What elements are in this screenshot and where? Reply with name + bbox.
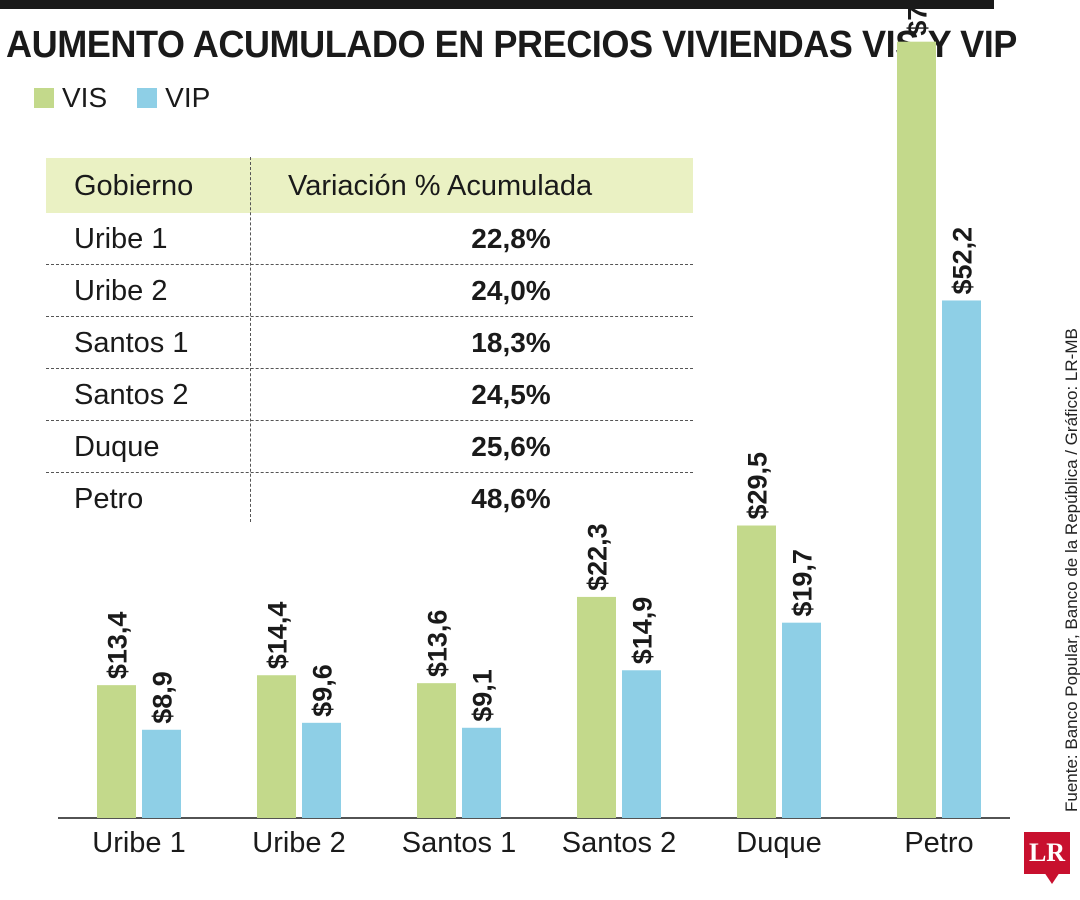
row-variacion: 24,5% <box>471 379 551 410</box>
data-label-vip: $14,9 <box>628 597 658 665</box>
data-label-vis: $78,3 <box>903 0 933 36</box>
legend-item-vip: VIP <box>137 82 210 114</box>
data-label-vis: $22,3 <box>583 523 613 591</box>
data-label-vis: $13,4 <box>103 612 133 680</box>
bar-vip-uribe-2 <box>302 722 341 818</box>
table-row: Petro 48,6% <box>46 473 693 524</box>
table-row: Uribe 1 22,8% <box>46 213 693 265</box>
x-tick-label: Santos 1 <box>402 827 516 859</box>
bar-vip-duque <box>782 622 821 818</box>
bar-vis-santos-1 <box>417 683 456 818</box>
source-note: Fuente: Banco Popular, Banco de la Repúb… <box>1062 328 1080 812</box>
legend: VIS VIP <box>34 82 240 114</box>
lr-logo: LR <box>1024 832 1070 874</box>
bar-vis-petro <box>897 41 936 819</box>
data-label-vis: $14,4 <box>263 602 293 670</box>
bar-vis-uribe-1 <box>97 685 136 818</box>
header-variacion: Variación % Acumulada <box>288 170 593 202</box>
bar-vis-uribe-2 <box>257 675 296 818</box>
data-label-vip: $9,1 <box>468 669 498 722</box>
x-tick-label: Petro <box>904 827 973 859</box>
bar-vip-uribe-1 <box>142 729 181 818</box>
table-header: Gobierno Variación % Acumulada <box>46 158 693 213</box>
bar-vip-santos-2 <box>622 670 661 818</box>
row-variacion: 25,6% <box>471 431 551 462</box>
lr-logo-tail <box>1044 872 1060 884</box>
lr-logo-text: LR <box>1028 838 1066 867</box>
row-gobierno: Uribe 1 <box>74 223 168 255</box>
chart-title: AUMENTO ACUMULADO EN PRECIOS VIVIENDAS V… <box>6 24 1017 66</box>
table-row: Duque 25,6% <box>46 421 693 473</box>
table-row: Uribe 2 24,0% <box>46 265 693 317</box>
header-gobierno: Gobierno <box>74 170 194 202</box>
variation-table: Gobierno Variación % Acumulada Uribe 1 2… <box>46 158 693 524</box>
data-label-vis: $13,6 <box>423 610 453 678</box>
data-label-vip: $19,7 <box>788 549 818 617</box>
legend-swatch-vip <box>137 88 158 108</box>
data-label-vip: $9,6 <box>308 664 338 717</box>
row-variacion: 24,0% <box>471 275 551 306</box>
x-tick-label: Duque <box>736 827 821 859</box>
legend-item-vis: VIS <box>34 82 107 114</box>
x-tick-label: Uribe 2 <box>252 827 346 859</box>
legend-label-vis: VIS <box>62 82 108 113</box>
data-label-vip: $8,9 <box>148 671 178 724</box>
data-label-vip: $52,2 <box>948 227 978 295</box>
table-row: Santos 1 18,3% <box>46 317 693 369</box>
row-gobierno: Duque <box>74 431 160 463</box>
row-variacion: 18,3% <box>471 327 551 358</box>
row-gobierno: Santos 2 <box>74 379 189 411</box>
x-tick-label: Santos 2 <box>562 827 676 859</box>
bar-vip-petro <box>942 300 981 819</box>
x-tick-label: Uribe 1 <box>92 827 186 859</box>
row-gobierno: Uribe 2 <box>74 275 168 307</box>
row-variacion: 22,8% <box>471 223 551 254</box>
legend-label-vip: VIP <box>165 82 211 113</box>
bar-vis-duque <box>737 525 776 818</box>
bar-vis-santos-2 <box>577 596 616 818</box>
table-row: Santos 2 24,5% <box>46 369 693 421</box>
top-rule <box>0 0 994 9</box>
row-gobierno: Santos 1 <box>74 327 189 359</box>
row-variacion: 48,6% <box>471 483 551 514</box>
row-gobierno: Petro <box>74 483 144 515</box>
data-label-vis: $29,5 <box>743 452 773 520</box>
table-divider <box>250 157 251 522</box>
legend-swatch-vis <box>34 88 54 108</box>
bar-vip-santos-1 <box>462 727 501 818</box>
